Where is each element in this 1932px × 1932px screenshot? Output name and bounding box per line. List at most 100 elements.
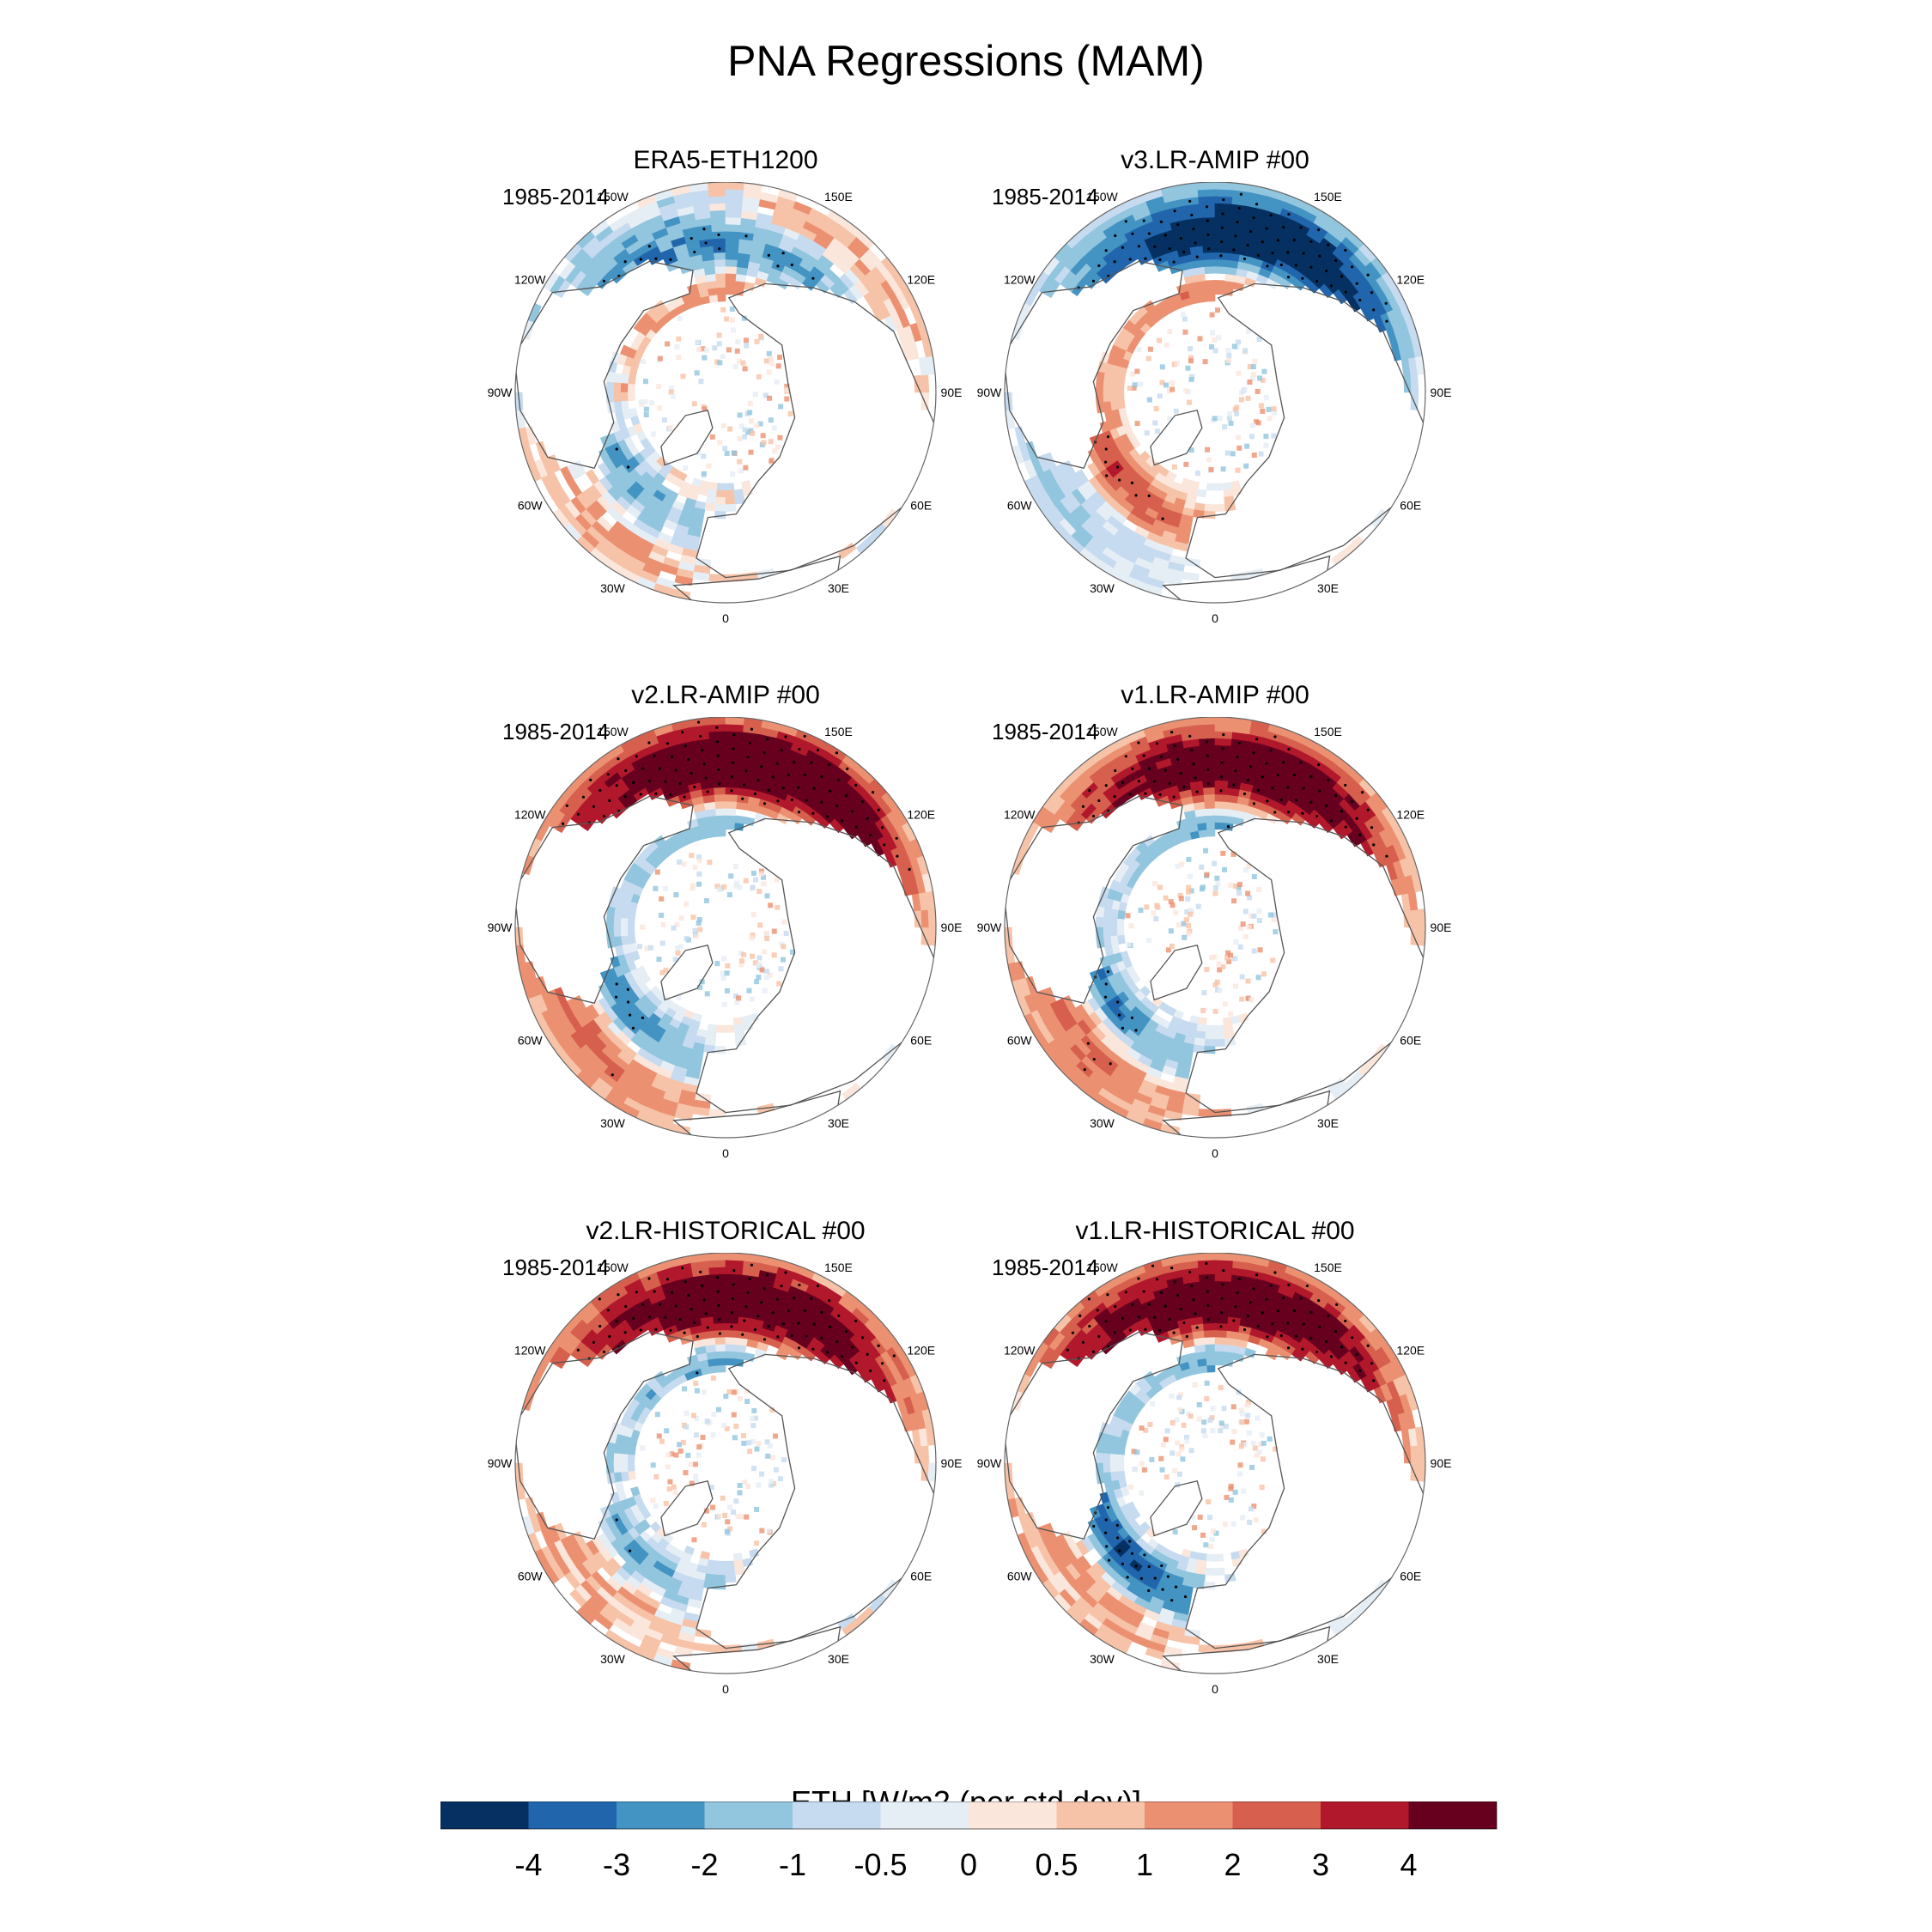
arctic-cell bbox=[737, 1490, 743, 1496]
field-cell bbox=[687, 1598, 702, 1609]
arctic-cell bbox=[1139, 1461, 1145, 1467]
stipple-dot bbox=[1115, 1523, 1119, 1528]
arctic-cell bbox=[1216, 961, 1222, 967]
longitude-label: 120E bbox=[907, 808, 935, 822]
stipple-dot bbox=[1172, 1331, 1176, 1334]
colorbar-swatch bbox=[617, 1801, 705, 1829]
field-cell bbox=[715, 496, 726, 505]
arctic-cell bbox=[695, 339, 701, 345]
field-cell bbox=[707, 182, 726, 191]
arctic-cell bbox=[1212, 954, 1218, 960]
arctic-cell bbox=[757, 922, 763, 928]
stipple-dot bbox=[702, 1298, 706, 1302]
arctic-cell bbox=[752, 960, 758, 966]
stipple-dot bbox=[1358, 833, 1362, 837]
stipple-dot bbox=[1318, 789, 1321, 793]
arctic-cell bbox=[675, 945, 681, 951]
arctic-cell bbox=[1232, 956, 1238, 962]
arctic-cell bbox=[1179, 1446, 1185, 1452]
arctic-cell bbox=[1255, 420, 1261, 426]
field-cell bbox=[1197, 1017, 1208, 1026]
coastline bbox=[1150, 1480, 1203, 1537]
arctic-cell bbox=[680, 1439, 686, 1445]
arctic-cell bbox=[763, 930, 769, 936]
stipple-dot bbox=[1265, 1297, 1268, 1301]
coastline bbox=[660, 945, 714, 1001]
arctic-cell bbox=[670, 393, 676, 399]
arctic-cell bbox=[1251, 948, 1257, 954]
field-cell bbox=[716, 294, 726, 302]
field-cell bbox=[725, 723, 744, 732]
arctic-cell bbox=[1245, 1400, 1251, 1406]
arctic-cell bbox=[1231, 898, 1237, 904]
arctic-cell bbox=[692, 865, 698, 871]
stipple-dot bbox=[1137, 741, 1140, 744]
arctic-cell bbox=[1180, 312, 1186, 318]
field-cell bbox=[1095, 1452, 1104, 1464]
arctic-cell bbox=[738, 962, 744, 968]
stipple-dot bbox=[1106, 969, 1110, 974]
arctic-cell bbox=[750, 1416, 756, 1422]
field-cell bbox=[1214, 738, 1232, 746]
arctic-cell bbox=[741, 315, 747, 321]
longitude-label: 60E bbox=[1400, 1570, 1421, 1583]
stipple-dot bbox=[1086, 1042, 1091, 1045]
stipple-dot bbox=[1128, 1328, 1132, 1332]
arctic-cell bbox=[763, 358, 769, 364]
arctic-cell bbox=[654, 1412, 660, 1418]
arctic-cell bbox=[771, 928, 777, 934]
field-cell bbox=[704, 502, 716, 512]
field-cell bbox=[715, 822, 726, 830]
arctic-cell bbox=[1201, 1419, 1207, 1425]
stipple-dot bbox=[1372, 843, 1376, 847]
stipple-dot bbox=[812, 787, 816, 790]
arctic-cell bbox=[1242, 908, 1249, 914]
colorbar-tick-label: -2 bbox=[690, 1847, 718, 1882]
stipple-dot bbox=[1325, 269, 1328, 273]
field-cell bbox=[1214, 1024, 1225, 1033]
arctic-cell bbox=[1208, 466, 1214, 472]
stipple-dot bbox=[1097, 1334, 1101, 1339]
stipple-dot bbox=[1334, 258, 1338, 263]
arctic-cell bbox=[1209, 955, 1215, 961]
colorbar-tick-label: 0.5 bbox=[1035, 1847, 1078, 1882]
field-cell bbox=[1197, 723, 1216, 732]
stipple-dot bbox=[1276, 1309, 1280, 1313]
panel-title: v3.LR-AMIP #00 bbox=[1121, 146, 1309, 174]
stipple-dot bbox=[624, 1304, 628, 1309]
arctic-cell bbox=[762, 987, 768, 993]
stipple-dot bbox=[1252, 751, 1255, 755]
arctic-cell bbox=[1243, 1419, 1249, 1425]
stipple-dot bbox=[1170, 1599, 1174, 1602]
field-cell bbox=[725, 280, 736, 289]
stipple-dot bbox=[1340, 275, 1344, 278]
arctic-cell bbox=[1260, 377, 1266, 383]
longitude-label: 60W bbox=[1007, 1570, 1033, 1583]
arctic-cell bbox=[696, 920, 702, 927]
arctic-cell bbox=[649, 400, 655, 406]
arctic-cell bbox=[1271, 912, 1277, 918]
arctic-cell bbox=[768, 902, 774, 908]
arctic-cell bbox=[756, 963, 762, 969]
stipple-dot bbox=[1249, 1301, 1253, 1304]
arctic-cell bbox=[683, 1410, 690, 1416]
stipple-dot bbox=[1344, 783, 1347, 787]
arctic-cell bbox=[1157, 884, 1163, 890]
field-cell bbox=[725, 203, 743, 211]
field-cell bbox=[725, 765, 740, 775]
arctic-cell bbox=[665, 1464, 671, 1470]
field-cell bbox=[713, 787, 726, 795]
stipple-dot bbox=[715, 726, 719, 730]
stipple-dot bbox=[869, 833, 872, 837]
stipple-dot bbox=[1234, 1305, 1237, 1309]
stipple-dot bbox=[1282, 761, 1285, 764]
field-cell bbox=[725, 287, 736, 295]
longitude-label: 120E bbox=[1396, 1344, 1425, 1358]
arctic-cell bbox=[1218, 1385, 1224, 1391]
stipple-dot bbox=[743, 783, 746, 787]
stipple-dot bbox=[837, 778, 841, 781]
stipple-dot bbox=[1118, 1549, 1121, 1552]
stipple-dot bbox=[1206, 1303, 1210, 1308]
stipple-dot bbox=[681, 1267, 684, 1270]
stipple-dot bbox=[828, 1298, 831, 1303]
